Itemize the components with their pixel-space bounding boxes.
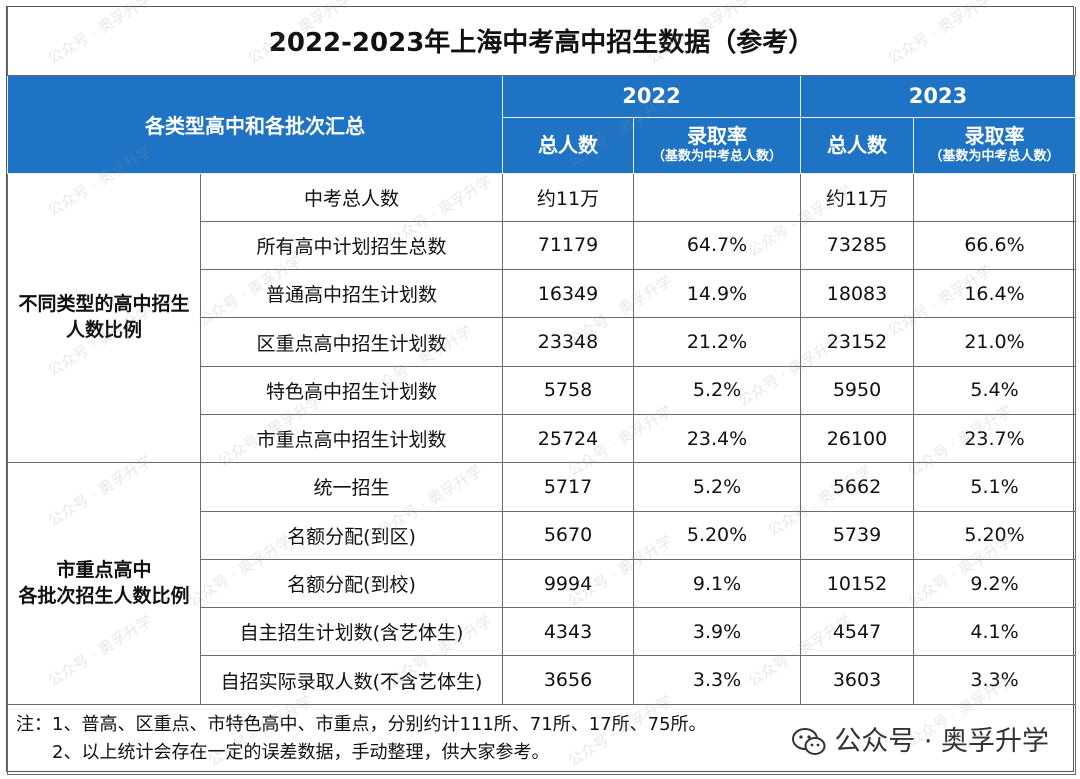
rate-2022-cell: 64.7% — [633, 220, 801, 271]
row-name-cell: 普通高中招生计划数 — [200, 269, 503, 319]
row-name-cell: 统一招生 — [200, 462, 503, 512]
row-name-cell: 自招实际录取人数(不含艺体生) — [200, 655, 503, 705]
rate-2022-cell: 3.9% — [633, 607, 801, 657]
year-header-2023: 2023 — [799, 74, 1077, 118]
table-row: 名额分配(到校) 9994 9.1% 10152 9.2% — [8, 558, 1077, 609]
category-header: 各类型高中和各批次汇总 — [7, 74, 503, 174]
rate-header-2022: 录取率 （基数为中考总人数） — [633, 116, 801, 174]
rate-2022-cell: 3.3% — [633, 655, 801, 705]
rate-2022-cell: 14.9% — [633, 269, 801, 319]
row-name-cell: 市重点高中招生计划数 — [200, 413, 503, 464]
total-2022-cell: 5670 — [502, 510, 634, 560]
total-2023-cell: 约11万 — [800, 172, 914, 222]
brand-logo: 公众号 · 奥孚升学 — [792, 721, 1049, 763]
rate-2022-cell: 5.2% — [633, 462, 801, 512]
total-2022-cell: 71179 — [502, 220, 634, 271]
total-2022-cell: 3656 — [502, 655, 634, 705]
total-2023-cell: 3603 — [800, 655, 914, 705]
rate-2023-cell: 5.4% — [912, 365, 1077, 415]
rate-2022-cell — [633, 172, 801, 222]
rate-2023-cell: 3.3% — [912, 655, 1077, 705]
group-label: 市重点高中 各批次招生人数比例 — [7, 462, 201, 705]
total-2023-cell: 4547 — [800, 607, 914, 657]
total-2023-cell: 23152 — [800, 317, 914, 367]
row-name-cell: 自主招生计划数(含艺体生) — [200, 607, 503, 657]
table-row: 自招实际录取人数(不含艺体生) 3656 3.3% 3603 3.3% — [8, 655, 1077, 705]
rate-header-2023: 录取率 （基数为中考总人数） — [912, 116, 1077, 174]
total-2022-cell: 25724 — [502, 413, 634, 464]
table-row: 区重点高中招生计划数 23348 21.2% 23152 21.0% — [8, 317, 1077, 367]
rate-2022-cell: 9.1% — [633, 558, 801, 609]
notes: 注：1、普高、区重点、市特色高中、市重点，分别约计111所、71所、17所、75… — [6, 703, 1077, 775]
wechat-icon — [792, 727, 826, 755]
row-name-cell: 名额分配(到区) — [200, 510, 503, 560]
total-2022-cell: 4343 — [502, 607, 634, 657]
row-name-cell: 区重点高中招生计划数 — [200, 317, 503, 367]
table-row: 名额分配(到区) 5670 5.20% 5739 5.20% — [8, 510, 1077, 560]
table-row: 特色高中招生计划数 5758 5.2% 5950 5.4% — [8, 365, 1077, 415]
data-table-container: 2022-2023年上海中考高中招生数据（参考） 各类型高中和各批次汇总 202… — [6, 6, 1077, 775]
total-2023-cell: 73285 — [800, 220, 914, 271]
rate-2023-cell: 5.20% — [912, 510, 1077, 560]
row-name-cell: 所有高中计划招生总数 — [200, 220, 503, 271]
total-header-2023: 总人数 — [800, 116, 914, 174]
total-2022-cell: 约11万 — [502, 172, 634, 222]
total-2022-cell: 5758 — [502, 365, 634, 415]
rate-2022-cell: 23.4% — [633, 413, 801, 464]
group-label: 不同类型的高中招生 人数比例 — [7, 172, 201, 464]
note-line-1: 注：1、普高、区重点、市特色高中、市重点，分别约计111所、71所、17所、75… — [16, 714, 707, 736]
total-2023-cell: 5662 — [800, 462, 914, 512]
total-2023-cell: 26100 — [800, 413, 914, 464]
row-name-cell: 中考总人数 — [200, 172, 503, 222]
rate-2022-cell: 5.2% — [633, 365, 801, 415]
rate-2023-cell: 9.2% — [912, 558, 1077, 609]
rate-2023-cell: 66.6% — [912, 220, 1077, 271]
rate-2023-cell: 5.1% — [912, 462, 1077, 512]
total-2023-cell: 5950 — [800, 365, 914, 415]
rate-2022-cell: 5.20% — [633, 510, 801, 560]
total-header-2022: 总人数 — [502, 116, 634, 174]
total-2023-cell: 10152 — [800, 558, 914, 609]
table-row: 所有高中计划招生总数 71179 64.7% 73285 66.6% — [8, 220, 1077, 271]
total-2022-cell: 5717 — [502, 462, 634, 512]
total-2022-cell: 9994 — [502, 558, 634, 609]
rate-2022-cell: 21.2% — [633, 317, 801, 367]
table-row: 不同类型的高中招生 人数比例 中考总人数 约11万 约11万 — [7, 172, 1077, 464]
rate-2023-cell: 21.0% — [912, 317, 1077, 367]
note-line-2: 2、以上统计会存在一定的误差数据，手动整理，供大家参考。 — [52, 742, 550, 764]
brand-text: 公众号 · 奥孚升学 — [834, 725, 1050, 757]
row-name-cell: 名额分配(到校) — [200, 558, 503, 609]
admission-table: 2022-2023年上海中考高中招生数据（参考） 各类型高中和各批次汇总 202… — [6, 7, 1077, 775]
year-header-2022: 2022 — [502, 74, 801, 118]
total-2023-cell: 5739 — [800, 510, 914, 560]
rate-2023-cell: 23.7% — [912, 413, 1077, 464]
rate-2023-cell: 16.4% — [912, 269, 1077, 319]
row-name-cell: 特色高中招生计划数 — [200, 365, 503, 415]
table-row: 自主招生计划数(含艺体生) 4343 3.9% 4547 4.1% — [8, 607, 1077, 657]
page-title: 2022-2023年上海中考高中招生数据（参考） — [6, 7, 1077, 76]
rate-2023-cell — [912, 172, 1077, 222]
total-2022-cell: 16349 — [502, 269, 634, 319]
total-2022-cell: 23348 — [502, 317, 634, 367]
table-row: 市重点高中招生计划数 25724 23.4% 26100 23.7% — [8, 413, 1077, 464]
rate-2023-cell: 4.1% — [912, 607, 1077, 657]
table-row: 普通高中招生计划数 16349 14.9% 18083 16.4% — [8, 269, 1077, 319]
table-row: 市重点高中 各批次招生人数比例 统一招生 5717 5.2% 5662 5.1% — [7, 462, 1077, 705]
total-2023-cell: 18083 — [800, 269, 914, 319]
